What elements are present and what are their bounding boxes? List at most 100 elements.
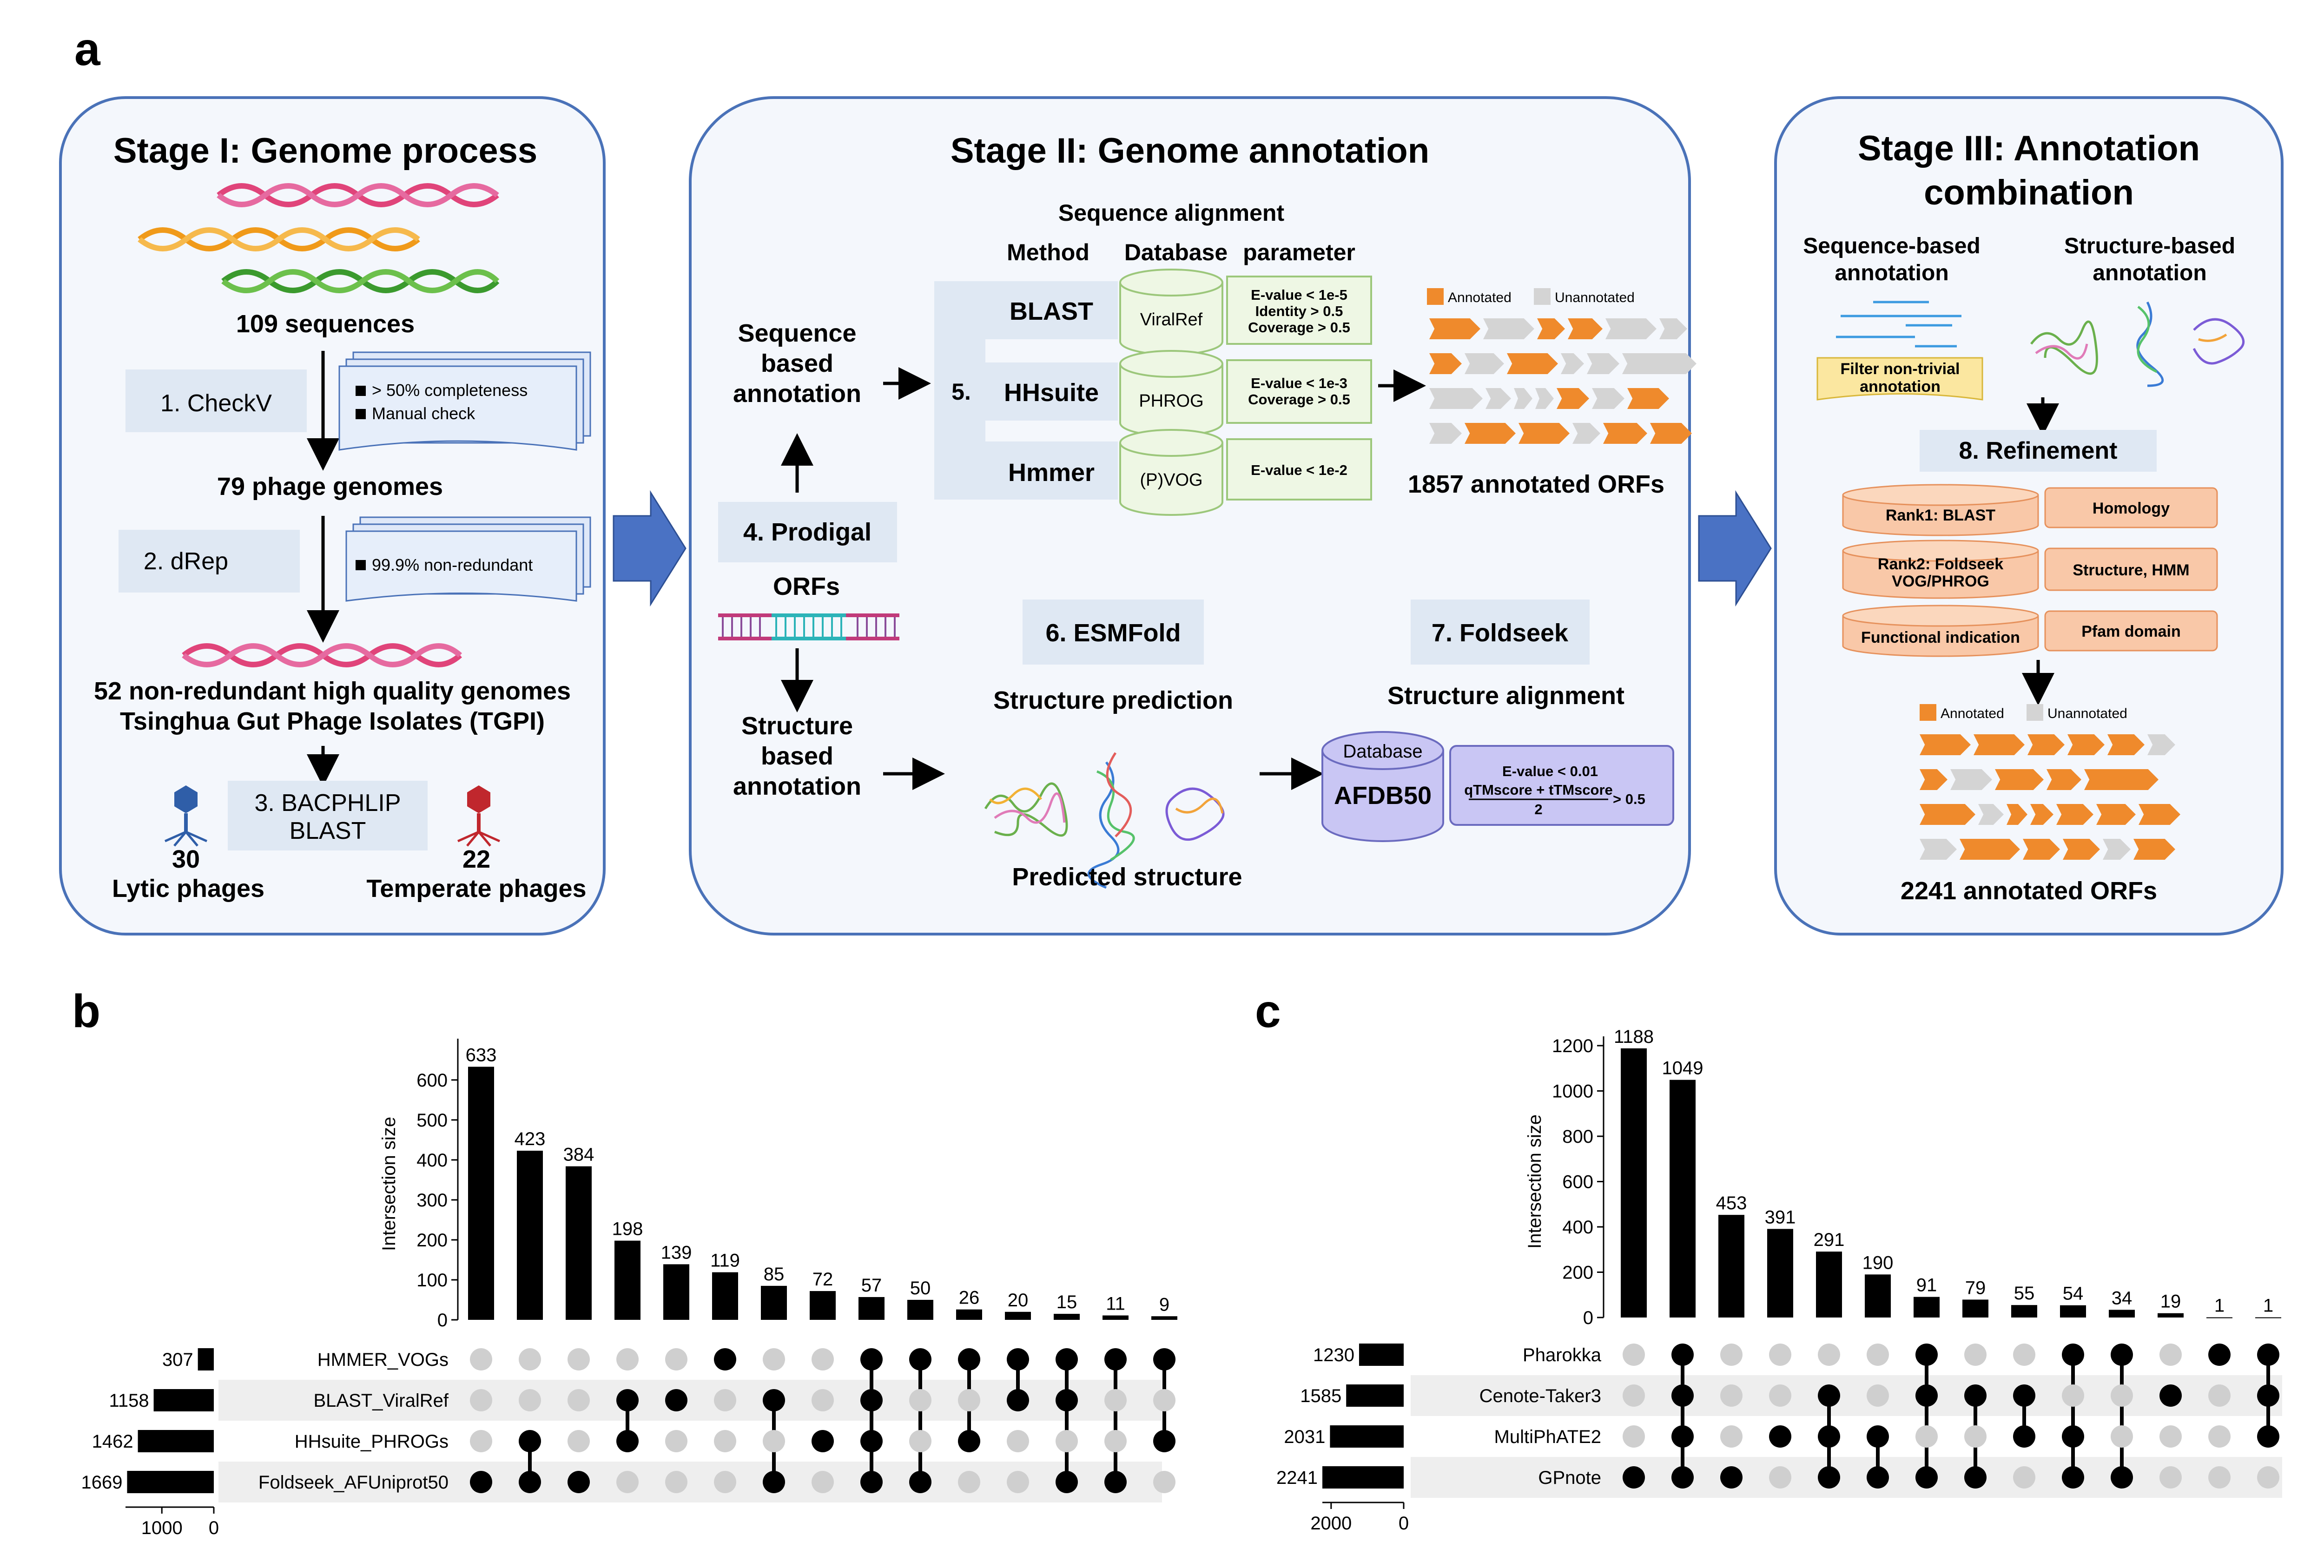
- orf-arrow: [2023, 839, 2060, 860]
- bar-value-label: 139: [661, 1242, 692, 1263]
- orf-arrow: [1507, 353, 1558, 374]
- membership-dot-filled: [2257, 1425, 2279, 1448]
- orf-arrow: [2147, 734, 2175, 755]
- orf-arrow: [1960, 839, 2020, 860]
- membership-dot-empty: [1153, 1471, 1175, 1493]
- method-blast-box: [985, 281, 1118, 339]
- rank3-left: Functional indication: [1861, 629, 2020, 646]
- rank2-left-2: VOG/PHROG: [1892, 573, 1989, 590]
- orf-arrow: [1519, 423, 1570, 444]
- bar-value-label: 50: [910, 1278, 931, 1298]
- bar-value-label: 79: [1965, 1278, 1986, 1298]
- y-tick-label: 400: [416, 1150, 448, 1171]
- lytic-count: 30: [172, 845, 200, 873]
- bar-value-label: 91: [1916, 1275, 1937, 1296]
- param-blast-1: E-value < 1e-5: [1251, 287, 1347, 303]
- membership-dot-filled: [1056, 1389, 1078, 1411]
- membership-dot-empty: [1720, 1344, 1743, 1366]
- legend3-annotated: Annotated: [1941, 706, 2004, 721]
- bar-value-label: 633: [466, 1045, 497, 1065]
- seq-based-2: based: [761, 349, 833, 377]
- intersection-bar: [907, 1299, 933, 1320]
- y-axis-label: Intersection size: [379, 1117, 399, 1251]
- orf-arrow: [2067, 734, 2105, 755]
- membership-dot-empty: [1720, 1425, 1743, 1448]
- orf-arrow: [1920, 769, 1948, 790]
- stage2-title: Stage II: Genome annotation: [951, 131, 1429, 171]
- param-blast-2: Identity > 0.5: [1255, 303, 1343, 319]
- intersection-bar: [810, 1291, 836, 1320]
- set-size-bar: [1359, 1344, 1404, 1366]
- bar-value-label: 57: [861, 1275, 882, 1296]
- bar-value-label: 384: [563, 1145, 594, 1165]
- intersection-bar: [1103, 1315, 1129, 1320]
- membership-dot-empty: [2111, 1425, 2133, 1448]
- membership-dot-filled: [1867, 1466, 1889, 1489]
- membership-dot-filled: [763, 1389, 785, 1411]
- orf-arrow: [1429, 318, 1480, 339]
- rank2-right: Structure, HMM: [2073, 561, 2189, 579]
- membership-dot-filled: [2257, 1384, 2279, 1407]
- step7-label: 7. Foldseek: [1432, 619, 1569, 647]
- orf-arrow: [2103, 839, 2131, 860]
- panel-b-letter: b: [72, 985, 100, 1037]
- bar-value-label: 291: [1814, 1230, 1845, 1250]
- foldseek-params: E-value < 0.01 qTMscore + tTMscore 2 > 0…: [1449, 745, 1674, 826]
- membership-dot-empty: [958, 1389, 980, 1411]
- y-tick-label: 200: [416, 1230, 448, 1251]
- param-hhsuite-1: E-value < 1e-3: [1251, 375, 1347, 391]
- orf-arrow: [1465, 353, 1504, 374]
- orf-arrow: [1659, 318, 1687, 339]
- intersection-bar: [1670, 1080, 1696, 1318]
- fs-frac-num: qTMscore + tTMscore: [1464, 782, 1613, 798]
- membership-dot-filled: [812, 1430, 834, 1452]
- method-rows: BLAST HHsuite Hmmer: [985, 281, 1118, 500]
- step4-label: 4. Prodigal: [743, 518, 872, 546]
- membership-dot-empty: [1964, 1344, 1987, 1366]
- intersection-bar: [614, 1240, 640, 1320]
- membership-dot-empty: [2159, 1466, 2182, 1489]
- orf-arrow: [1557, 388, 1589, 409]
- membership-dot-empty: [1056, 1430, 1078, 1452]
- orf-arrow: [1568, 318, 1603, 339]
- membership-dot-empty: [2159, 1425, 2182, 1448]
- step5-label: 5.: [951, 379, 971, 405]
- set-size-label: 307: [162, 1350, 193, 1370]
- param-boxes: E-value < 1e-5 Identity > 0.5 Coverage >…: [1226, 276, 1372, 501]
- matrix-row-bg: [1411, 1457, 2282, 1498]
- orf-arrow: [2007, 804, 2027, 825]
- intersection-bar: [1621, 1048, 1647, 1318]
- set-size-tick-label: 0: [209, 1518, 219, 1538]
- set-size-bar: [1346, 1384, 1404, 1407]
- rank3-right: Pfam domain: [2081, 623, 2180, 640]
- membership-dot-filled: [519, 1471, 541, 1493]
- membership-dot-filled: [1818, 1384, 1840, 1407]
- membership-dot-filled: [1007, 1389, 1029, 1411]
- orf-arrow: [2107, 734, 2145, 755]
- y-tick-label: 500: [416, 1110, 448, 1131]
- set-name: MultiPhATE2: [1494, 1427, 1601, 1447]
- set-size-label: 1158: [109, 1390, 149, 1411]
- bar-value-label: 20: [1008, 1290, 1029, 1311]
- membership-dot-empty: [665, 1471, 687, 1493]
- db-viralref: ViralRef: [1140, 310, 1203, 329]
- bar-value-label: 9: [1159, 1294, 1169, 1315]
- filter-text-2: annotation: [1860, 378, 1941, 395]
- stage-arrow-2: [1698, 490, 1772, 607]
- membership-dot-empty: [665, 1348, 687, 1370]
- membership-dot-filled: [909, 1348, 931, 1370]
- membership-dot-filled: [1671, 1344, 1694, 1366]
- membership-dot-filled: [860, 1471, 883, 1493]
- membership-dot-empty: [1915, 1425, 1938, 1448]
- temperate-label: Temperate phages: [366, 875, 586, 903]
- y-tick-label: 1200: [1552, 1036, 1593, 1056]
- bar-value-label: 1: [2214, 1296, 2225, 1316]
- intersection-bar: [1865, 1274, 1891, 1318]
- membership-dot-empty: [1964, 1425, 1987, 1448]
- drep-note: 99.9% non-redundant: [345, 516, 591, 602]
- membership-dot-empty: [2208, 1384, 2231, 1407]
- membership-dot-filled: [909, 1471, 931, 1493]
- set-size-bar: [1330, 1425, 1404, 1448]
- db-phrog: PHROG: [1139, 391, 1203, 411]
